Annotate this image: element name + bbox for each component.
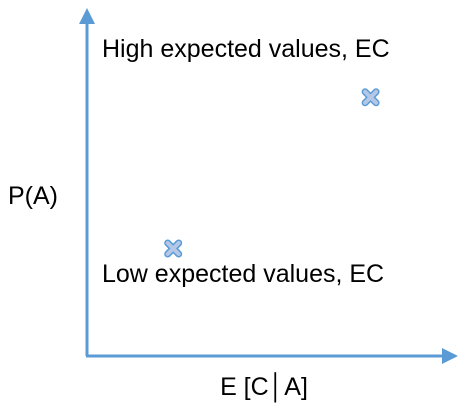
data-point-2 xyxy=(164,239,183,258)
x-axis-label: E [C│A] xyxy=(220,372,308,403)
annotation-low: Low expected values, EC xyxy=(102,260,384,288)
annotation-high: High expected values, EC xyxy=(102,35,390,63)
data-points xyxy=(164,88,380,258)
axes xyxy=(79,8,458,364)
x-axis-arrowhead xyxy=(442,348,458,364)
y-axis-arrowhead xyxy=(79,8,95,24)
y-axis-label: P(A) xyxy=(8,182,58,210)
data-point-1 xyxy=(361,88,380,107)
